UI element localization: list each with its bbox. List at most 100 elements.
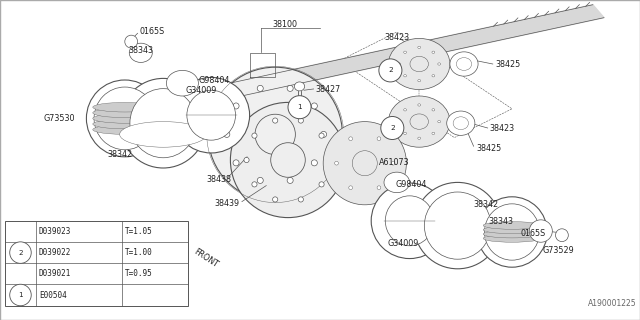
Ellipse shape bbox=[483, 235, 541, 242]
Ellipse shape bbox=[208, 67, 342, 202]
Text: 38425: 38425 bbox=[476, 144, 501, 153]
Text: 38425: 38425 bbox=[495, 60, 520, 69]
Ellipse shape bbox=[447, 111, 475, 135]
Ellipse shape bbox=[377, 186, 381, 189]
Ellipse shape bbox=[335, 161, 339, 165]
Ellipse shape bbox=[398, 120, 401, 123]
Text: A61073: A61073 bbox=[379, 158, 410, 167]
Ellipse shape bbox=[173, 77, 250, 153]
Text: 38423: 38423 bbox=[490, 124, 515, 133]
Ellipse shape bbox=[86, 80, 163, 157]
Text: D039021: D039021 bbox=[39, 269, 71, 278]
Ellipse shape bbox=[438, 120, 440, 123]
Ellipse shape bbox=[377, 137, 381, 140]
Ellipse shape bbox=[298, 118, 303, 123]
Ellipse shape bbox=[352, 151, 378, 176]
Ellipse shape bbox=[287, 85, 293, 92]
Text: G34009: G34009 bbox=[387, 239, 419, 248]
Text: 2: 2 bbox=[18, 250, 23, 256]
Ellipse shape bbox=[120, 78, 207, 168]
Ellipse shape bbox=[93, 119, 157, 129]
Ellipse shape bbox=[404, 51, 406, 53]
Ellipse shape bbox=[418, 137, 420, 140]
Ellipse shape bbox=[388, 38, 450, 90]
Ellipse shape bbox=[271, 143, 305, 177]
Text: 1: 1 bbox=[297, 104, 302, 110]
Ellipse shape bbox=[484, 204, 540, 260]
Text: 0165S: 0165S bbox=[140, 27, 164, 36]
Ellipse shape bbox=[294, 82, 305, 91]
Ellipse shape bbox=[414, 182, 501, 269]
Ellipse shape bbox=[483, 230, 541, 238]
Ellipse shape bbox=[255, 114, 296, 155]
Ellipse shape bbox=[391, 161, 395, 165]
Ellipse shape bbox=[450, 52, 478, 76]
Ellipse shape bbox=[418, 79, 420, 82]
Ellipse shape bbox=[438, 63, 440, 65]
Ellipse shape bbox=[319, 133, 324, 138]
Polygon shape bbox=[215, 5, 604, 99]
Ellipse shape bbox=[257, 85, 263, 92]
Text: 38342: 38342 bbox=[108, 150, 132, 159]
Ellipse shape bbox=[273, 197, 278, 202]
Ellipse shape bbox=[233, 103, 239, 109]
Text: 38439: 38439 bbox=[214, 199, 239, 208]
Text: T=1.00: T=1.00 bbox=[125, 248, 153, 257]
Circle shape bbox=[379, 59, 402, 82]
Ellipse shape bbox=[410, 114, 428, 129]
Text: G73529: G73529 bbox=[543, 246, 575, 255]
Text: A190001225: A190001225 bbox=[588, 299, 637, 308]
Ellipse shape bbox=[187, 90, 236, 140]
Text: G98404: G98404 bbox=[396, 180, 427, 189]
Text: 38343: 38343 bbox=[128, 46, 153, 55]
Text: 38343: 38343 bbox=[488, 217, 513, 226]
Ellipse shape bbox=[349, 186, 353, 189]
Circle shape bbox=[10, 284, 31, 306]
Ellipse shape bbox=[321, 132, 326, 137]
Text: 0165S: 0165S bbox=[520, 229, 545, 238]
Ellipse shape bbox=[129, 43, 152, 62]
Ellipse shape bbox=[273, 118, 278, 123]
Text: T=1.05: T=1.05 bbox=[125, 227, 153, 236]
Ellipse shape bbox=[233, 160, 239, 166]
Ellipse shape bbox=[432, 51, 435, 53]
Ellipse shape bbox=[130, 89, 196, 158]
Ellipse shape bbox=[349, 137, 353, 140]
Ellipse shape bbox=[388, 96, 450, 147]
Text: 38427: 38427 bbox=[316, 85, 340, 94]
Ellipse shape bbox=[404, 109, 406, 111]
Circle shape bbox=[125, 35, 138, 48]
Ellipse shape bbox=[418, 46, 420, 49]
Ellipse shape bbox=[319, 182, 324, 187]
Ellipse shape bbox=[120, 122, 207, 147]
Text: FRONT: FRONT bbox=[192, 247, 220, 270]
Ellipse shape bbox=[477, 197, 547, 267]
Ellipse shape bbox=[483, 221, 541, 229]
Circle shape bbox=[10, 242, 31, 263]
Circle shape bbox=[556, 229, 568, 242]
Text: 1: 1 bbox=[18, 292, 23, 298]
Ellipse shape bbox=[93, 114, 157, 123]
Ellipse shape bbox=[93, 125, 157, 134]
Text: 38438: 38438 bbox=[207, 175, 232, 184]
Text: 38342: 38342 bbox=[474, 200, 499, 209]
Text: 38423: 38423 bbox=[384, 33, 409, 42]
Ellipse shape bbox=[410, 56, 428, 72]
Text: T=0.95: T=0.95 bbox=[125, 269, 153, 278]
Ellipse shape bbox=[311, 160, 317, 166]
Ellipse shape bbox=[257, 177, 263, 183]
Text: G34009: G34009 bbox=[186, 86, 217, 95]
Text: D039022: D039022 bbox=[39, 248, 71, 257]
Ellipse shape bbox=[93, 108, 157, 118]
Text: 2: 2 bbox=[390, 125, 395, 131]
Ellipse shape bbox=[418, 104, 420, 106]
Ellipse shape bbox=[311, 103, 317, 109]
Circle shape bbox=[288, 96, 311, 119]
Ellipse shape bbox=[432, 132, 435, 134]
Ellipse shape bbox=[384, 172, 410, 193]
Ellipse shape bbox=[483, 226, 541, 234]
Text: D039023: D039023 bbox=[39, 227, 71, 236]
Text: 38100: 38100 bbox=[272, 20, 297, 29]
Ellipse shape bbox=[432, 109, 435, 111]
Ellipse shape bbox=[404, 132, 406, 134]
